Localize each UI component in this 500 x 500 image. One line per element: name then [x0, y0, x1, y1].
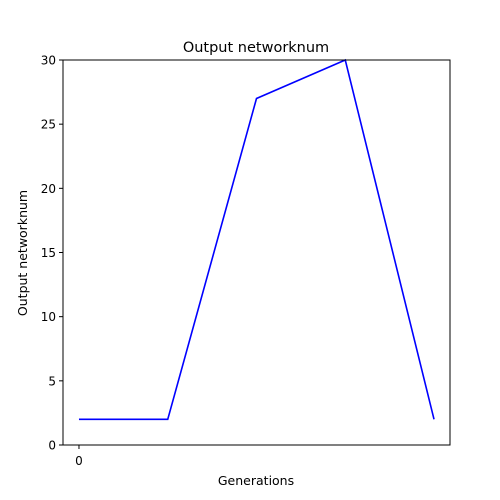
series-line-0: [78, 58, 435, 421]
chart-title: Output networknum: [183, 40, 329, 56]
y-tick-label: 10: [41, 310, 56, 324]
y-tick-label: 0: [48, 439, 56, 453]
y-tick-label: 5: [48, 374, 56, 388]
y-tick-label: 30: [41, 54, 56, 68]
y-tick-label: 20: [41, 182, 56, 196]
y-tick-label: 25: [41, 118, 56, 132]
plot-area: 0 5 10 15 20 25 30 0: [41, 54, 451, 468]
y-tick-label: 15: [41, 246, 56, 260]
x-tick-label: 0: [75, 454, 83, 468]
y-axis-label: Output networknum: [15, 190, 30, 316]
x-axis-label: Generations: [218, 473, 294, 488]
